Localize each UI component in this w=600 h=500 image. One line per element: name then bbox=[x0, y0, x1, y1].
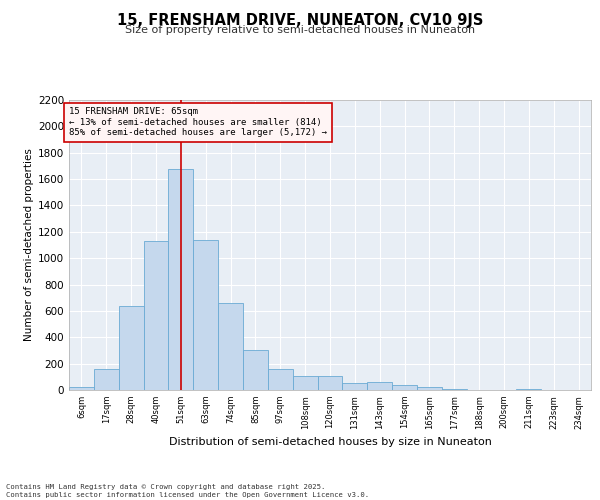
Bar bbox=[94, 369, 119, 390]
Bar bbox=[367, 382, 392, 390]
Bar bbox=[317, 376, 343, 390]
Bar bbox=[69, 386, 94, 390]
Bar bbox=[119, 306, 143, 390]
Bar bbox=[218, 303, 243, 390]
Bar bbox=[392, 384, 417, 390]
Bar bbox=[143, 241, 169, 390]
Bar bbox=[169, 168, 193, 390]
Bar bbox=[343, 383, 367, 390]
X-axis label: Distribution of semi-detached houses by size in Nuneaton: Distribution of semi-detached houses by … bbox=[169, 437, 491, 447]
Text: 15, FRENSHAM DRIVE, NUNEATON, CV10 9JS: 15, FRENSHAM DRIVE, NUNEATON, CV10 9JS bbox=[117, 12, 483, 28]
Bar bbox=[268, 369, 293, 390]
Bar bbox=[193, 240, 218, 390]
Y-axis label: Number of semi-detached properties: Number of semi-detached properties bbox=[24, 148, 34, 342]
Text: Size of property relative to semi-detached houses in Nuneaton: Size of property relative to semi-detach… bbox=[125, 25, 475, 35]
Text: 15 FRENSHAM DRIVE: 65sqm
← 13% of semi-detached houses are smaller (814)
85% of : 15 FRENSHAM DRIVE: 65sqm ← 13% of semi-d… bbox=[69, 108, 327, 137]
Bar bbox=[293, 376, 317, 390]
Text: Contains HM Land Registry data © Crown copyright and database right 2025.
Contai: Contains HM Land Registry data © Crown c… bbox=[6, 484, 369, 498]
Bar bbox=[243, 350, 268, 390]
Bar bbox=[417, 386, 442, 390]
